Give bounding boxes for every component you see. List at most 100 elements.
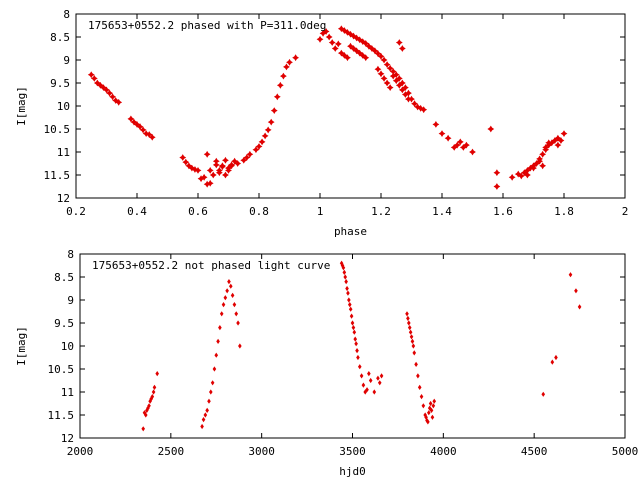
data-point bbox=[377, 380, 382, 386]
data-point bbox=[459, 144, 467, 151]
x-tick-label: 2500 bbox=[158, 445, 185, 458]
data-point bbox=[469, 148, 476, 156]
y-tick-label: 9.5 bbox=[50, 77, 70, 90]
y-tick-label: 10.5 bbox=[44, 123, 71, 136]
data-point bbox=[417, 384, 422, 390]
data-point bbox=[334, 40, 342, 48]
data-point bbox=[463, 141, 470, 149]
data-point bbox=[280, 72, 287, 80]
data-point bbox=[351, 325, 356, 331]
data-point bbox=[143, 412, 148, 418]
data-point bbox=[380, 75, 388, 82]
data-point bbox=[368, 45, 376, 52]
x-tick-label: 2 bbox=[622, 205, 629, 218]
data-point bbox=[197, 175, 205, 183]
data-point bbox=[367, 371, 371, 377]
data-point bbox=[402, 91, 409, 98]
y-tick-label: 10 bbox=[57, 100, 70, 113]
data-point bbox=[223, 295, 228, 301]
data-point bbox=[361, 382, 366, 388]
data-point bbox=[145, 407, 149, 413]
data-point bbox=[359, 38, 367, 45]
data-point bbox=[356, 354, 360, 361]
data-point bbox=[377, 52, 385, 60]
data-point bbox=[276, 81, 284, 89]
data-point bbox=[395, 39, 403, 46]
data-point bbox=[350, 45, 357, 52]
data-point bbox=[407, 320, 411, 326]
data-point bbox=[362, 40, 370, 47]
data-point bbox=[115, 98, 123, 106]
data-point bbox=[331, 45, 339, 52]
data-point bbox=[419, 394, 424, 400]
x-tick-label: 1.6 bbox=[493, 205, 513, 218]
data-point bbox=[554, 141, 562, 149]
data-point bbox=[432, 398, 437, 404]
data-point bbox=[139, 126, 147, 134]
x-tick-label: 1.2 bbox=[371, 205, 391, 218]
data-point bbox=[359, 52, 367, 59]
y-tick-label: 10.5 bbox=[48, 363, 75, 376]
data-point bbox=[155, 371, 160, 377]
data-point bbox=[430, 414, 435, 420]
data-point bbox=[209, 389, 213, 395]
data-point bbox=[267, 118, 275, 126]
data-point bbox=[428, 400, 433, 407]
y-tick-label: 12 bbox=[61, 432, 74, 445]
data-point bbox=[93, 79, 101, 87]
data-point bbox=[450, 144, 458, 151]
data-point bbox=[230, 292, 235, 298]
data-point bbox=[425, 417, 429, 424]
data-point bbox=[354, 341, 358, 347]
y-tick-label: 8 bbox=[67, 248, 74, 261]
data-point bbox=[219, 311, 224, 317]
unphased-ticks: 2000 2500 3000 3500 4000 4500 5000 8 8.5 9 9.5 10 10… bbox=[48, 248, 639, 458]
unphased-panel: 2000 2500 3000 3500 4000 4500 5000 8 8.5 9 9.5 10 10… bbox=[15, 248, 638, 478]
data-point bbox=[376, 375, 380, 381]
unphased-x-axis-label: hjd0 bbox=[339, 465, 366, 478]
data-point bbox=[201, 417, 206, 423]
data-point bbox=[206, 167, 214, 174]
data-point bbox=[152, 384, 157, 390]
data-point bbox=[539, 162, 547, 170]
data-point bbox=[554, 354, 558, 361]
data-point bbox=[554, 134, 562, 142]
data-point bbox=[444, 134, 452, 142]
data-point bbox=[379, 373, 384, 379]
data-point bbox=[349, 313, 354, 319]
data-point bbox=[215, 167, 223, 174]
data-point bbox=[371, 47, 379, 55]
data-point bbox=[222, 171, 229, 179]
data-point bbox=[203, 150, 211, 158]
data-point bbox=[342, 269, 347, 275]
data-point bbox=[405, 89, 412, 97]
data-point bbox=[524, 171, 531, 179]
data-point bbox=[352, 329, 357, 335]
data-point bbox=[427, 405, 432, 411]
data-point bbox=[392, 77, 400, 85]
data-point bbox=[438, 130, 446, 137]
unphased-points bbox=[141, 260, 582, 432]
data-point bbox=[322, 28, 330, 35]
data-point bbox=[577, 304, 582, 310]
data-point bbox=[524, 167, 531, 174]
data-point bbox=[243, 154, 251, 161]
data-point bbox=[127, 115, 135, 123]
data-point bbox=[346, 290, 350, 296]
data-point bbox=[182, 158, 190, 166]
data-point bbox=[141, 426, 146, 432]
data-point bbox=[146, 405, 150, 411]
data-point bbox=[234, 311, 239, 317]
data-point bbox=[350, 32, 357, 40]
data-point bbox=[431, 403, 436, 409]
data-point bbox=[209, 171, 217, 179]
data-point bbox=[372, 389, 377, 395]
data-point bbox=[179, 154, 187, 161]
y-tick-label: 11 bbox=[57, 146, 70, 159]
data-point bbox=[427, 410, 431, 416]
data-point bbox=[344, 54, 351, 62]
data-point bbox=[236, 320, 240, 326]
y-tick-label: 9 bbox=[63, 54, 70, 67]
data-point bbox=[341, 265, 346, 271]
